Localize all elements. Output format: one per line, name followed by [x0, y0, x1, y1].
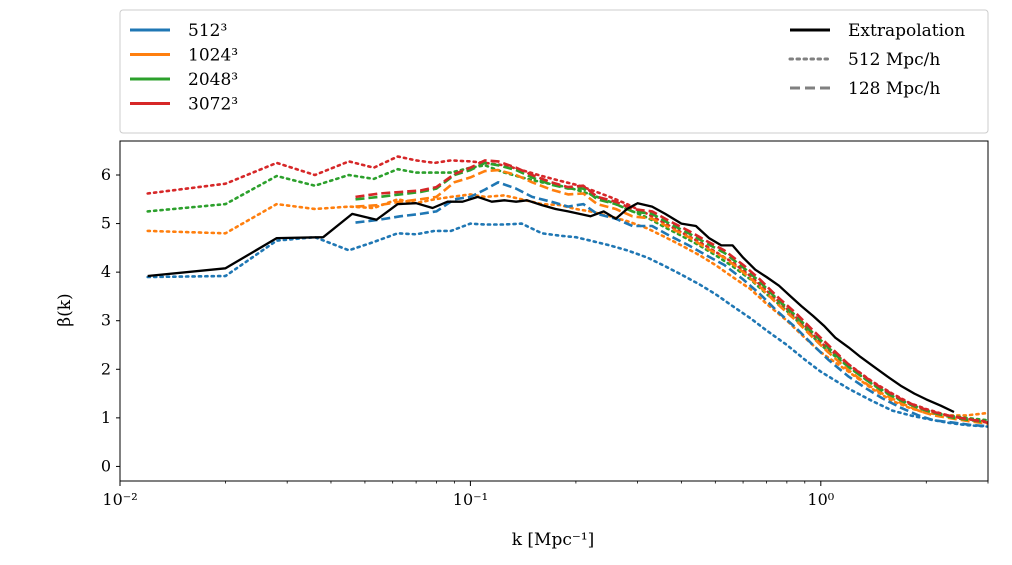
y-tick-label: 5 — [101, 214, 111, 233]
series-line-4 — [355, 181, 988, 428]
y-tick-label: 4 — [101, 262, 111, 281]
series-line-1 — [146, 193, 988, 417]
series-line-7 — [355, 159, 988, 424]
y-tick-label: 2 — [101, 359, 111, 378]
series-line-6 — [355, 161, 988, 424]
series-line-5 — [355, 168, 988, 425]
legend-label-left-0: 512³ — [188, 21, 227, 41]
plot-frame — [119, 140, 989, 482]
legend-label-right-1: 512 Mpc/h — [848, 50, 940, 70]
x-axis-label: k [Mpc⁻¹] — [512, 530, 595, 550]
legend-label-left-3: 3072³ — [188, 95, 238, 115]
x-tick-label: 10⁻¹ — [453, 490, 488, 509]
plot-area: 0 1 2 3 4 5 6 10⁻² 10⁻¹ 10⁰ — [101, 140, 989, 509]
y-tick-label: 6 — [101, 165, 111, 184]
legend-label-right-0: Extrapolation — [848, 21, 965, 41]
y-tick-label: 1 — [101, 408, 111, 427]
y-tick-label: 3 — [101, 311, 111, 330]
legend-label-right-2: 128 Mpc/h — [848, 79, 940, 99]
x-tick-label: 10⁰ — [807, 490, 834, 509]
x-tick-label: 10⁻² — [102, 490, 137, 509]
series-group — [146, 155, 988, 428]
series-line-8 — [147, 195, 955, 414]
legend: 512³ 1024³ 2048³ 3072³ Extrapolation 512 Mpc/… — [130, 21, 965, 115]
y-tick-label: 0 — [101, 456, 111, 475]
series-line-0 — [146, 222, 988, 428]
legend-label-left-2: 2048³ — [188, 70, 238, 90]
legend-box — [119, 9, 989, 134]
legend-label-left-1: 1024³ — [188, 46, 238, 66]
y-axis-label: β(k) — [55, 293, 75, 326]
